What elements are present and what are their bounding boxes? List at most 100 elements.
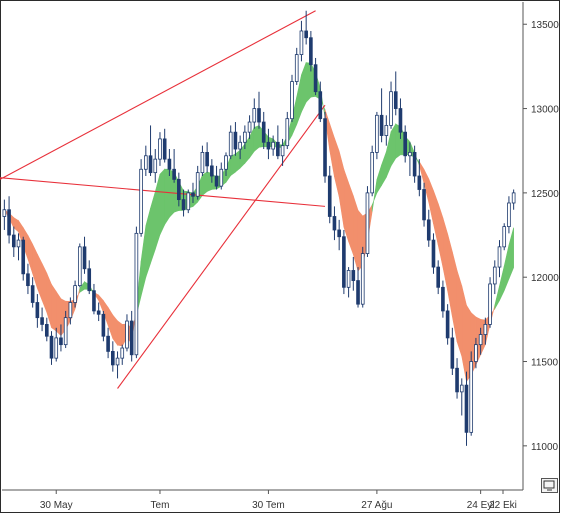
candle[interactable]: [412, 145, 417, 183]
candle[interactable]: [492, 260, 497, 295]
candle[interactable]: [356, 267, 360, 308]
candle[interactable]: [360, 246, 365, 308]
candle[interactable]: [309, 30, 313, 72]
candle[interactable]: [30, 277, 35, 308]
candle[interactable]: [483, 317, 488, 345]
candle[interactable]: [115, 351, 120, 379]
candle[interactable]: [365, 186, 370, 257]
candle[interactable]: [49, 331, 54, 365]
candle[interactable]: [441, 280, 445, 318]
candle[interactable]: [247, 115, 252, 139]
candle[interactable]: [417, 159, 422, 197]
candle[interactable]: [111, 341, 115, 372]
candle[interactable]: [21, 236, 26, 281]
trendline-3[interactable]: [117, 104, 326, 389]
candle[interactable]: [511, 189, 516, 210]
candle[interactable]: [35, 294, 40, 328]
trendline-2[interactable]: [0, 177, 326, 207]
candle[interactable]: [101, 310, 106, 342]
candle[interactable]: [370, 145, 374, 197]
candle[interactable]: [398, 98, 403, 139]
candle[interactable]: [158, 132, 162, 166]
candle[interactable]: [59, 324, 63, 352]
trendline-1[interactable]: [0, 10, 316, 180]
candle[interactable]: [106, 327, 110, 359]
candle[interactable]: [436, 260, 441, 295]
candle[interactable]: [77, 243, 82, 288]
candle[interactable]: [233, 122, 238, 156]
candle[interactable]: [177, 172, 181, 207]
candle[interactable]: [271, 135, 275, 156]
candle[interactable]: [214, 165, 219, 190]
candle[interactable]: [478, 327, 483, 355]
candle[interactable]: [167, 149, 172, 177]
candle[interactable]: [82, 236, 87, 274]
candle[interactable]: [464, 371, 469, 446]
candle[interactable]: [205, 142, 209, 173]
candle[interactable]: [134, 226, 139, 359]
candle[interactable]: [162, 128, 167, 163]
candle[interactable]: [200, 145, 205, 177]
candle[interactable]: [181, 189, 186, 217]
candle[interactable]: [40, 307, 44, 332]
candle[interactable]: [11, 226, 16, 257]
candle[interactable]: [426, 209, 431, 247]
candle[interactable]: [68, 297, 73, 325]
candle[interactable]: [285, 111, 290, 150]
candle[interactable]: [318, 81, 323, 123]
candle[interactable]: [294, 47, 299, 85]
candle[interactable]: [276, 125, 280, 160]
candle[interactable]: [379, 88, 384, 143]
candle[interactable]: [389, 81, 393, 129]
candle[interactable]: [459, 378, 464, 416]
candle[interactable]: [63, 310, 68, 349]
candle[interactable]: [346, 267, 351, 298]
candle[interactable]: [195, 165, 200, 200]
candle[interactable]: [228, 125, 233, 160]
candle[interactable]: [153, 149, 158, 183]
candle[interactable]: [384, 115, 389, 146]
candle[interactable]: [172, 149, 176, 183]
candle[interactable]: [96, 302, 101, 322]
candle[interactable]: [497, 240, 502, 278]
candle[interactable]: [403, 125, 407, 163]
candle[interactable]: [252, 98, 257, 129]
candle[interactable]: [304, 10, 308, 45]
candle[interactable]: [243, 125, 247, 150]
candle[interactable]: [191, 182, 195, 203]
candle[interactable]: [375, 111, 379, 160]
candle[interactable]: [450, 327, 455, 376]
candle[interactable]: [313, 57, 318, 96]
candle[interactable]: [474, 337, 478, 369]
candle[interactable]: [73, 280, 77, 308]
candle[interactable]: [44, 317, 49, 342]
candle[interactable]: [507, 196, 511, 234]
candle[interactable]: [7, 196, 11, 244]
candle[interactable]: [393, 71, 398, 116]
candle[interactable]: [16, 233, 21, 261]
candle[interactable]: [238, 135, 242, 160]
chart-settings-icon[interactable]: [541, 478, 558, 493]
candle[interactable]: [125, 314, 129, 352]
candle[interactable]: [219, 162, 224, 190]
candle[interactable]: [54, 327, 59, 362]
candle[interactable]: [26, 263, 30, 295]
candle[interactable]: [148, 125, 153, 177]
candle[interactable]: [144, 145, 148, 177]
candle[interactable]: [299, 20, 304, 62]
candle[interactable]: [323, 111, 327, 183]
candle[interactable]: [224, 152, 228, 177]
candle[interactable]: [469, 351, 474, 436]
candle[interactable]: [129, 310, 134, 362]
candle[interactable]: [408, 142, 412, 177]
candle[interactable]: [210, 159, 214, 183]
candle[interactable]: [332, 206, 337, 241]
candle[interactable]: [120, 344, 125, 365]
candle[interactable]: [139, 159, 143, 237]
candle[interactable]: [2, 199, 7, 230]
candle[interactable]: [92, 283, 96, 315]
candle[interactable]: [422, 182, 426, 227]
candle[interactable]: [431, 233, 436, 274]
candle[interactable]: [290, 74, 294, 123]
